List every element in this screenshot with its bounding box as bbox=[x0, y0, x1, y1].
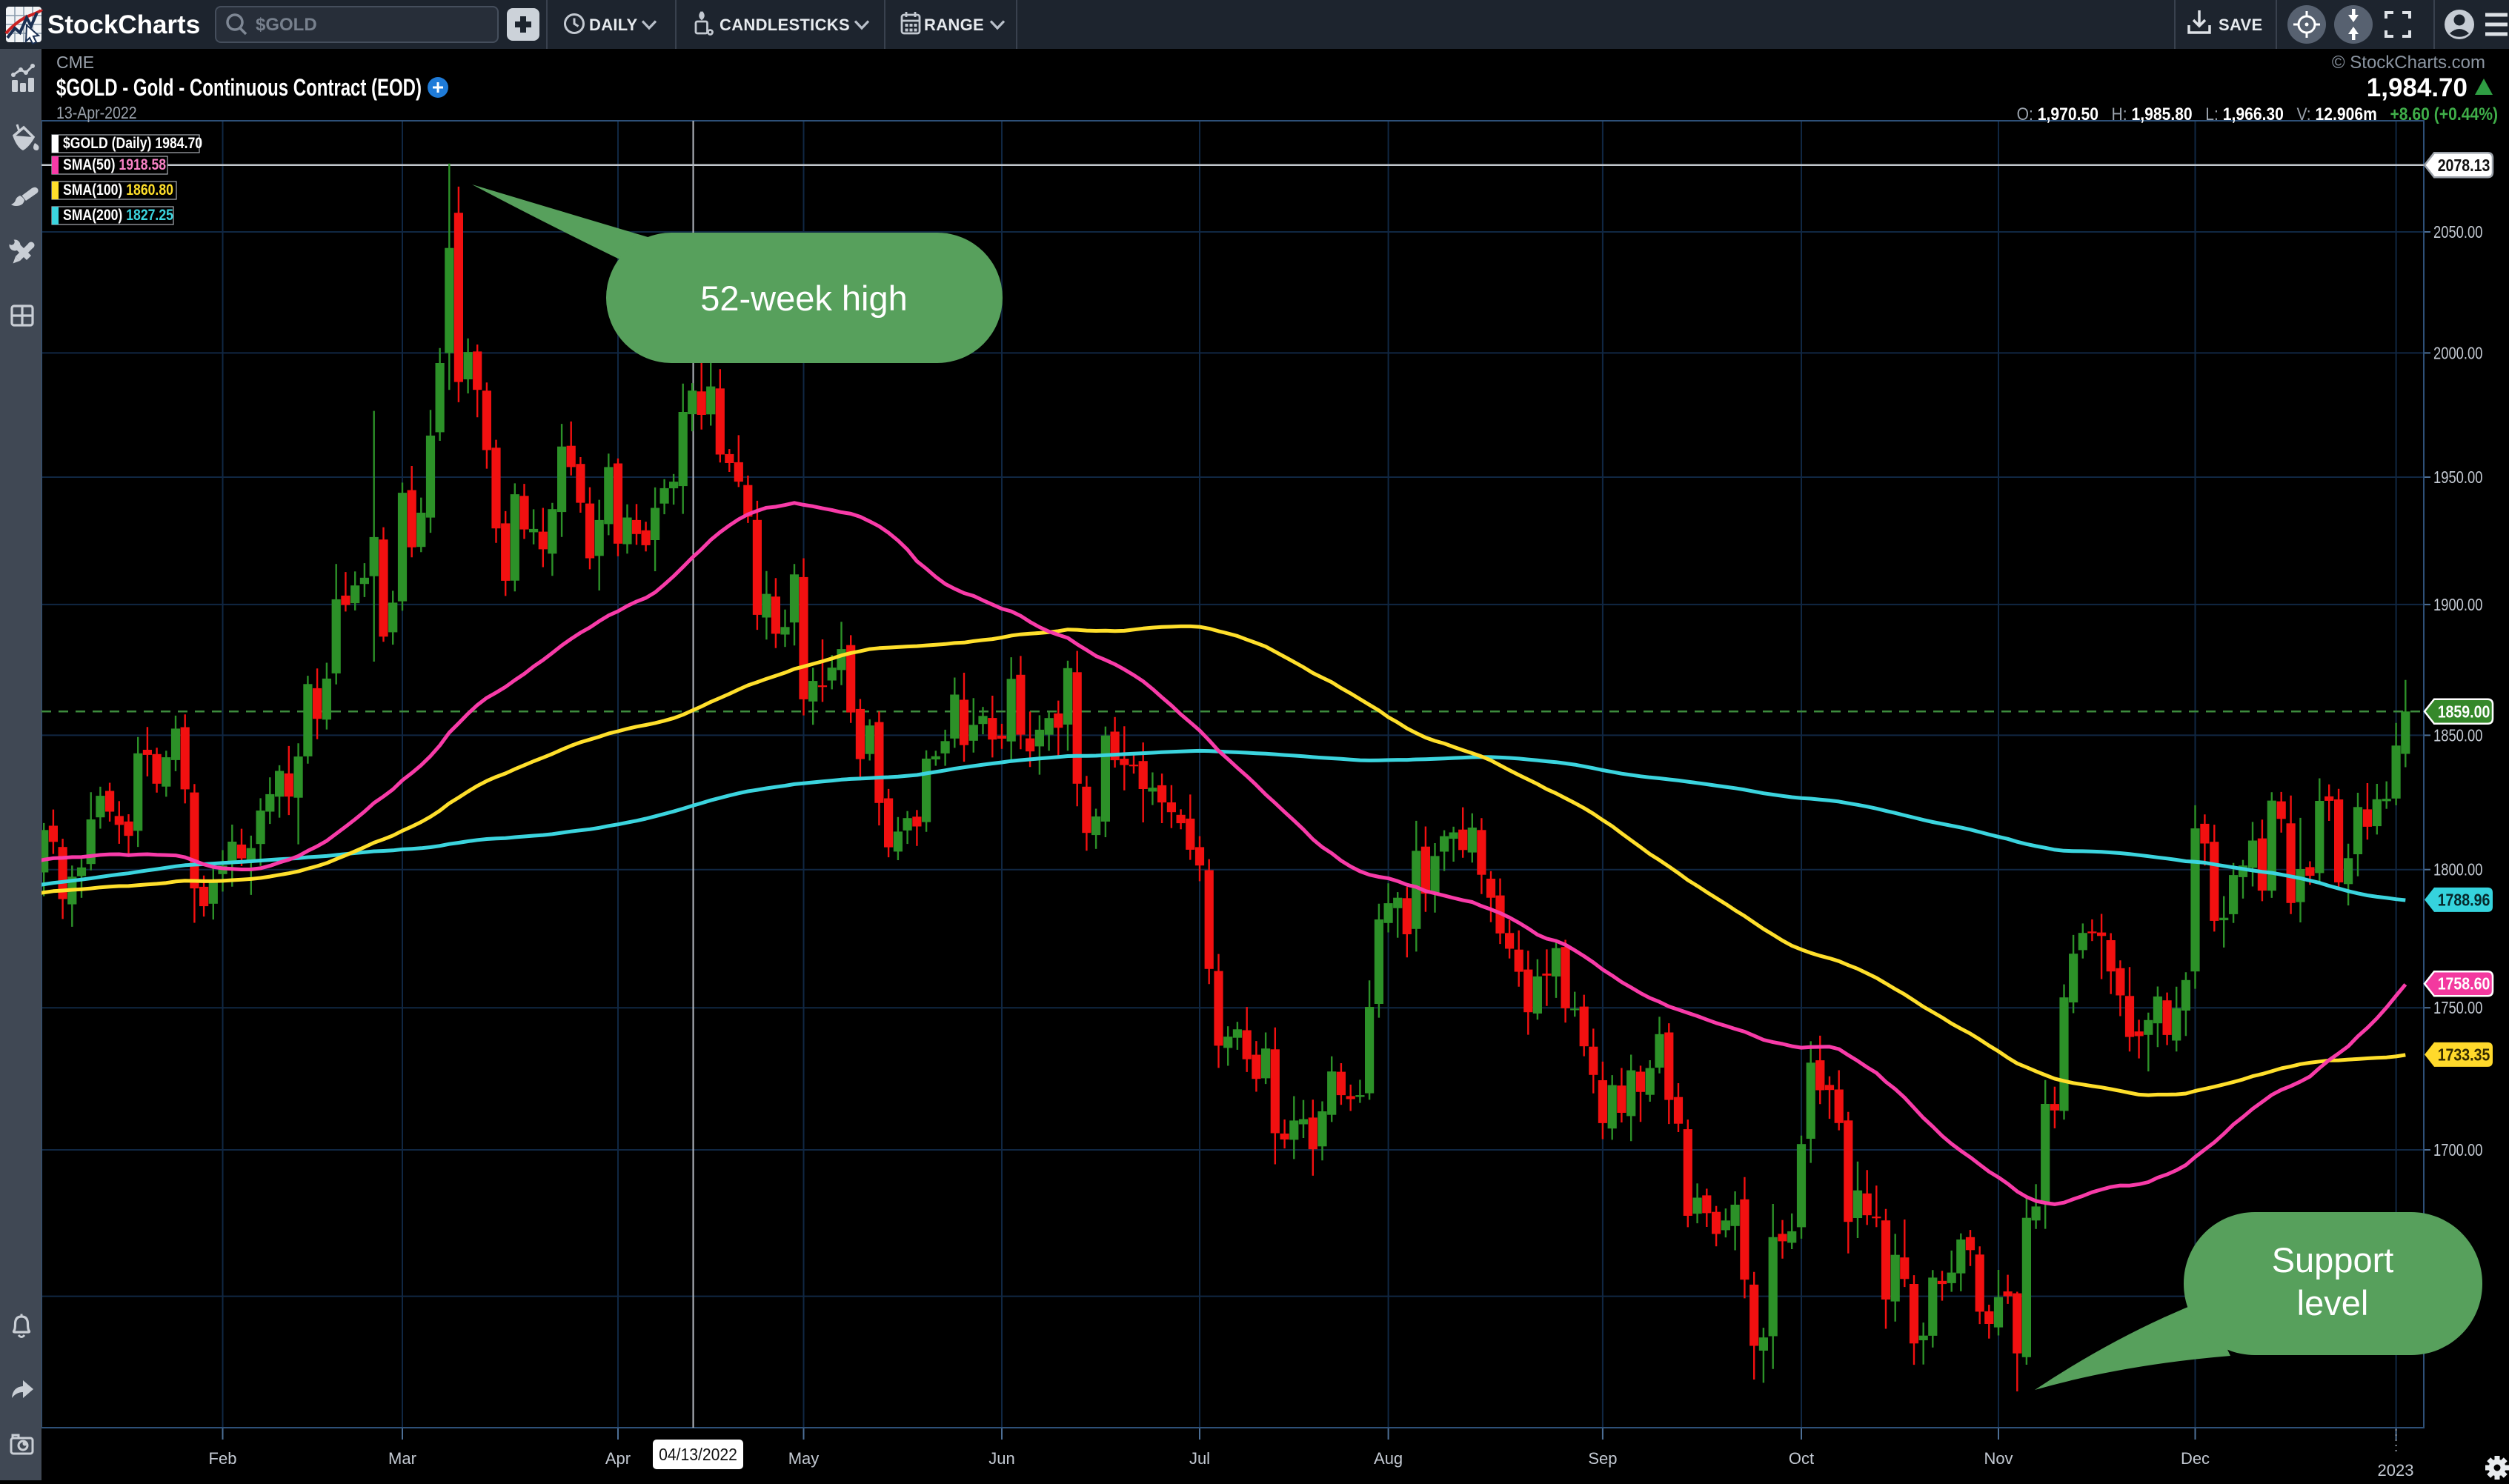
svg-text:$GOLD (Daily) 1984.70: $GOLD (Daily) 1984.70 bbox=[63, 135, 202, 153]
svg-text:Dec: Dec bbox=[2181, 1449, 2210, 1468]
svg-text:1788.96: 1788.96 bbox=[2438, 891, 2490, 910]
svg-text:Support: Support bbox=[2272, 1240, 2394, 1280]
svg-text:13-Apr-2022: 13-Apr-2022 bbox=[56, 104, 137, 123]
svg-text:04/13/2022: 04/13/2022 bbox=[659, 1445, 737, 1464]
svg-text:Nov: Nov bbox=[1984, 1449, 2013, 1468]
svg-text:1850.00: 1850.00 bbox=[2433, 727, 2482, 745]
svg-text:CME: CME bbox=[56, 53, 94, 72]
svg-text:SMA(50) 1918.58: SMA(50) 1918.58 bbox=[63, 156, 166, 174]
svg-text:Jun: Jun bbox=[988, 1449, 1014, 1468]
svg-text:2078.13: 2078.13 bbox=[2438, 156, 2490, 175]
svg-text:1700.00: 1700.00 bbox=[2433, 1141, 2482, 1159]
svg-text:Jul: Jul bbox=[1189, 1449, 1210, 1468]
svg-text:May: May bbox=[788, 1449, 820, 1468]
svg-text:1950.00: 1950.00 bbox=[2433, 468, 2482, 487]
svg-text:2050.00: 2050.00 bbox=[2433, 223, 2482, 242]
svg-text:O: 1,970.50 H: 1,985.80 L:: O: 1,970.50 H: 1,985.80 L: 1,966.30 V: 1… bbox=[2017, 104, 2498, 124]
svg-text:1859.00: 1859.00 bbox=[2438, 702, 2490, 722]
svg-text:2023: 2023 bbox=[2378, 1461, 2414, 1480]
svg-text:SMA(100) 1860.80: SMA(100) 1860.80 bbox=[63, 182, 173, 199]
svg-text:SMA(200) 1827.25: SMA(200) 1827.25 bbox=[63, 207, 173, 224]
svg-text:Aug: Aug bbox=[1374, 1449, 1403, 1468]
svg-text:52-week high: 52-week high bbox=[700, 279, 908, 318]
svg-text:1800.00: 1800.00 bbox=[2433, 861, 2482, 879]
svg-text:Oct: Oct bbox=[1789, 1449, 1814, 1468]
svg-text:$GOLD - Gold - Continuous Cont: $GOLD - Gold - Continuous Contract (EOD) bbox=[56, 74, 422, 101]
svg-text:Apr: Apr bbox=[605, 1449, 631, 1468]
svg-text:1900.00: 1900.00 bbox=[2433, 596, 2482, 614]
svg-text:$GOLD: $GOLD bbox=[256, 15, 317, 35]
svg-text:1758.60: 1758.60 bbox=[2438, 974, 2490, 994]
svg-text:level: level bbox=[2297, 1283, 2369, 1322]
svg-text:© StockCharts.com: © StockCharts.com bbox=[2332, 53, 2485, 73]
svg-text:Mar: Mar bbox=[388, 1449, 416, 1468]
svg-text:StockCharts: StockCharts bbox=[47, 10, 200, 39]
svg-text:Feb: Feb bbox=[209, 1449, 237, 1468]
svg-text:1,984.70: 1,984.70 bbox=[2367, 73, 2468, 102]
svg-text:1733.35: 1733.35 bbox=[2438, 1045, 2490, 1065]
svg-text:1750.00: 1750.00 bbox=[2433, 999, 2482, 1017]
svg-text:2000.00: 2000.00 bbox=[2433, 345, 2482, 363]
svg-text:Sep: Sep bbox=[1588, 1449, 1617, 1468]
